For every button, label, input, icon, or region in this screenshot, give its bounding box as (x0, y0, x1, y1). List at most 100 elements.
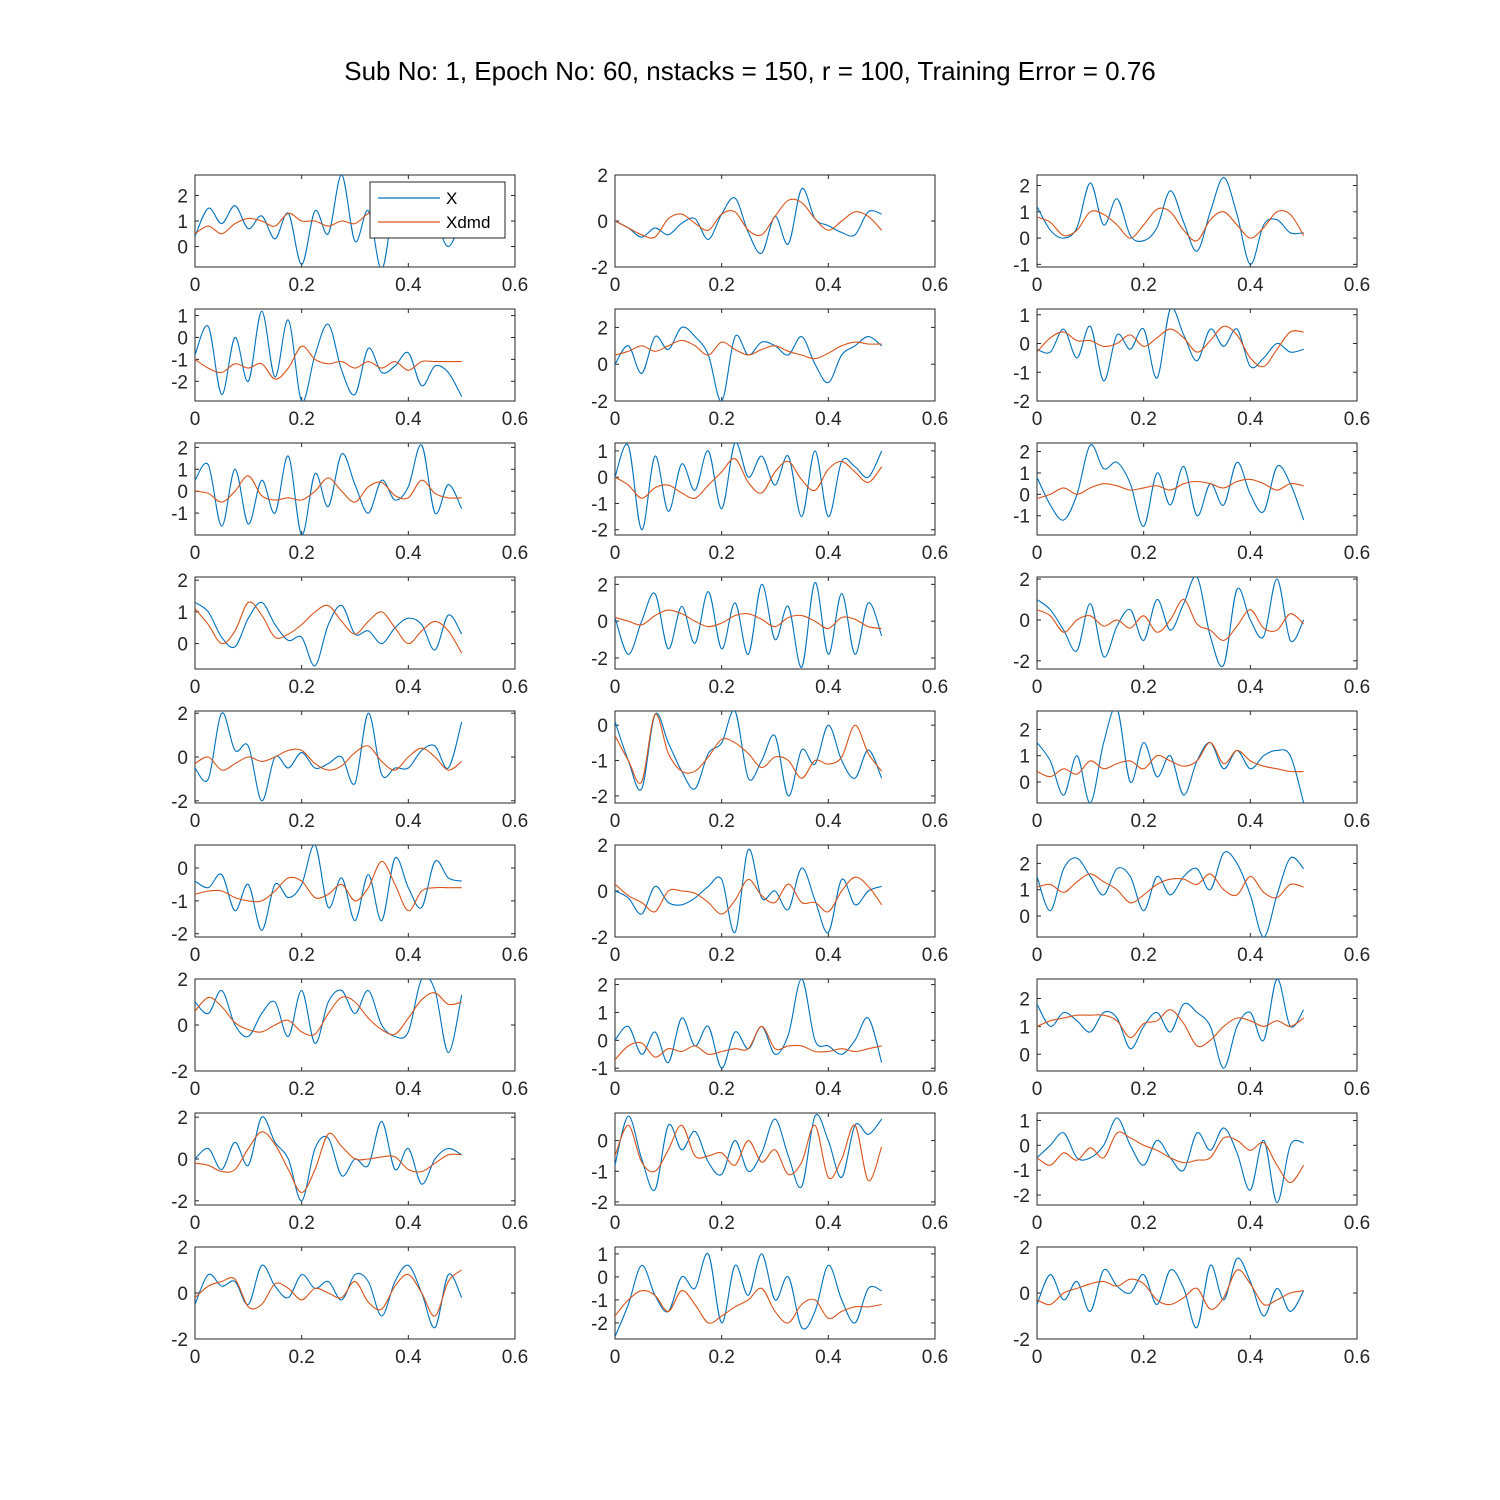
y-tick-label: -2 (1013, 652, 1030, 673)
axes-box (194, 308, 516, 402)
x-tick-label: 0.6 (922, 811, 948, 832)
x-tick-label: 0.4 (815, 945, 842, 966)
x-tick-label: 0 (610, 811, 621, 832)
y-tick-label: 1 (1019, 203, 1030, 224)
y-tick-label: 0 (177, 482, 188, 503)
y-tick-label: 2 (177, 186, 188, 207)
x-tick-label: 0 (610, 677, 621, 698)
subplot-19: 0 0.2 0.4 0.6-202 (171, 970, 528, 1100)
y-tick-label: 0 (1019, 611, 1030, 632)
y-tick-label: 0 (597, 212, 608, 233)
x-tick-label: 0.6 (922, 409, 948, 430)
x-tick-label: 0.4 (395, 1079, 422, 1100)
y-tick-label: 2 (597, 575, 608, 596)
series-Xdmd-line (1037, 598, 1305, 641)
series-Xdmd-line (615, 876, 883, 915)
axes-box (614, 442, 936, 536)
y-tick-label: 0 (177, 748, 188, 769)
x-tick-label: 0.2 (1130, 543, 1156, 564)
figure-title: Sub No: 1, Epoch No: 60, nstacks = 150, … (344, 56, 1156, 86)
y-tick-label: 0 (597, 716, 608, 737)
x-tick-label: 0 (610, 543, 621, 564)
subplot-8: 0 0.2 0.4 0.6 -2 -1 0 1 (591, 442, 948, 564)
x-tick-label: 0.6 (922, 945, 948, 966)
legend-box (369, 181, 506, 239)
series-X-line (1037, 309, 1304, 382)
series-Xdmd-line (615, 1124, 883, 1182)
axes-box (1036, 844, 1358, 938)
y-tick-label: -2 (591, 521, 608, 542)
y-tick-label: -1 (591, 1291, 608, 1312)
series-X-line (615, 711, 883, 797)
y-tick-label: 0 (1019, 1045, 1030, 1066)
y-tick-label: -2 (1013, 1330, 1030, 1351)
y-tick-label: 2 (1019, 854, 1030, 875)
series-Xdmd-line (195, 1269, 463, 1317)
x-tick-label: 0 (190, 1347, 201, 1368)
axes-box (1036, 308, 1358, 402)
y-tick-label: 2 (1019, 1238, 1030, 1259)
subplot-23: 0 0.2 0.4 0.6 -2 -1 0 (591, 1112, 948, 1234)
y-tick-label: 0 (177, 1016, 188, 1037)
x-tick-label: 0.6 (922, 1213, 948, 1234)
subplot-12: 0 0.2 0.4 0.6-202 (1013, 570, 1370, 698)
series-X-line (195, 979, 463, 1054)
x-tick-label: 0.6 (502, 1079, 528, 1100)
subplot-16: 0 0.2 0.4 0.6 -2 -1 0 (171, 844, 528, 966)
y-tick-label: -2 (1013, 1186, 1030, 1207)
axes-box (194, 710, 516, 804)
y-tick-label: 0 (177, 1150, 188, 1171)
series-Xdmd-line (1037, 207, 1305, 242)
x-tick-label: 0.2 (288, 275, 314, 296)
series-Xdmd-line (615, 198, 883, 239)
series-Xdmd-line (1037, 478, 1304, 500)
subplot-14: 0 0.2 0.4 0.6 -2 -1 0 (591, 710, 948, 832)
axes-box (614, 576, 936, 670)
x-tick-label: 0.6 (1344, 1079, 1370, 1100)
y-tick-label: 1 (177, 460, 188, 481)
series-Xdmd-line (1037, 1009, 1305, 1048)
series-X-line (195, 444, 463, 535)
x-tick-label: 0.4 (1237, 677, 1264, 698)
series-X-line (615, 849, 882, 934)
y-tick-label: -1 (591, 1059, 608, 1080)
y-tick-label: 0 (177, 328, 188, 349)
axes-box (614, 1246, 936, 1340)
x-tick-label: 0.4 (1237, 1079, 1264, 1100)
series-Xdmd-line (195, 992, 462, 1037)
x-tick-label: 0.6 (502, 677, 528, 698)
y-tick-label: -2 (591, 787, 608, 808)
axes-box (1036, 1112, 1358, 1206)
y-tick-label: 2 (1019, 177, 1030, 198)
x-tick-label: 0.2 (1130, 275, 1156, 296)
subplot-4: 0 0.2 0.4 0.6-2-101 (171, 307, 528, 430)
series-X-line (1037, 711, 1305, 803)
axes-box (194, 844, 516, 938)
y-tick-label: 1 (597, 442, 608, 463)
x-tick-label: 0 (610, 945, 621, 966)
series-Xdmd-line (615, 1025, 882, 1061)
x-tick-label: 0.2 (708, 1079, 734, 1100)
y-tick-label: 0 (597, 1031, 608, 1052)
y-tick-label: 2 (1019, 720, 1030, 741)
x-tick-label: 0.6 (502, 1347, 528, 1368)
y-tick-label: 1 (597, 1245, 608, 1266)
y-tick-label: -1 (171, 350, 188, 371)
subplot-11: 0 0.2 0.4 0.6-202 (591, 575, 948, 698)
series-X-line (1037, 851, 1305, 937)
x-tick-label: 0.2 (708, 1213, 734, 1234)
x-tick-label: 0 (1032, 677, 1043, 698)
series-X-line (1037, 177, 1304, 265)
series-X-line (195, 1116, 462, 1202)
y-tick-label: 1 (597, 1003, 608, 1024)
x-tick-label: 0.2 (1130, 1213, 1156, 1234)
x-tick-label: 0.6 (922, 1347, 948, 1368)
x-tick-label: 0.6 (502, 275, 528, 296)
series-X-line (615, 443, 883, 531)
x-tick-label: 0.6 (922, 275, 948, 296)
series-X-line (615, 1113, 883, 1192)
